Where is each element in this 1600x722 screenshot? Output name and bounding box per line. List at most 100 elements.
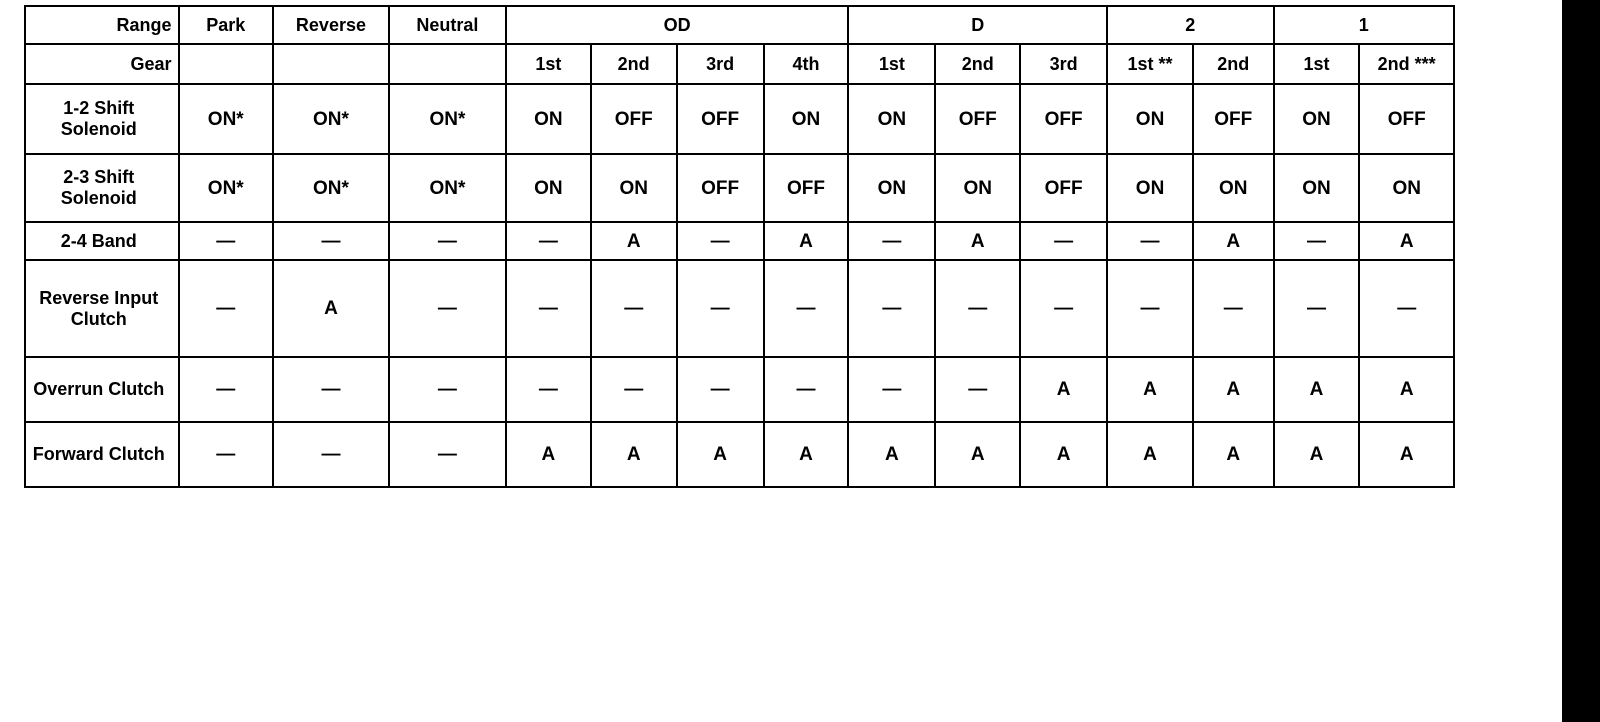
table-cell: — (177, 259, 274, 358)
table-cell: A (504, 421, 592, 488)
table-cell: A (762, 221, 850, 261)
table-cell: A (1272, 421, 1361, 488)
table-cell: A (589, 221, 678, 261)
table-cell: A (1191, 421, 1275, 488)
table-cell: — (589, 259, 678, 358)
table-cell: — (387, 259, 507, 358)
gear-header: 2nd (589, 43, 678, 85)
table-cell: OFF (589, 83, 678, 155)
row-label: Overrun Clutch (24, 356, 180, 423)
table-row: 2-3 Shift Solenoid ON* ON* ON* ON ON OFF OFF ON O… (24, 153, 1455, 223)
gear-header: 2nd *** (1358, 43, 1455, 85)
gear-header: 1st (847, 43, 937, 85)
table-cell: ON (847, 153, 937, 223)
table-cell: ON* (387, 153, 507, 223)
table-cell: ON (1106, 153, 1194, 223)
table-cell: ON (1106, 83, 1194, 155)
table-cell: ON (1358, 153, 1455, 223)
table-cell: — (271, 421, 390, 488)
table-cell: A (1106, 356, 1194, 423)
table-cell: OFF (1191, 83, 1275, 155)
table-cell: ON* (271, 153, 390, 223)
gear-label: Gear (24, 43, 180, 85)
table-cell: OFF (1019, 153, 1109, 223)
table-cell: — (387, 356, 507, 423)
table-cell: ON (504, 83, 592, 155)
table-cell: A (1106, 421, 1194, 488)
table-cell: — (387, 421, 507, 488)
row-label: 1-2 Shift Solenoid (24, 83, 180, 155)
table-cell: — (1191, 259, 1275, 358)
gear-header: 1st (504, 43, 592, 85)
table-cell: — (589, 356, 678, 423)
table-cell: ON (589, 153, 678, 223)
table-row: Forward Clutch — — — A A A A A A A A A A A (24, 421, 1455, 488)
table-cell: — (1358, 259, 1455, 358)
table-cell: — (177, 421, 274, 488)
table-cell: — (504, 221, 592, 261)
table-cell: OFF (762, 153, 850, 223)
table-cell: — (847, 259, 937, 358)
table-cell: ON* (177, 153, 274, 223)
range-header-row: Range Park Reverse Neutral OD D 2 1 (24, 5, 1456, 45)
table-cell: — (271, 221, 390, 261)
table-cell: ON* (271, 83, 390, 155)
table-cell: — (847, 356, 937, 423)
table-cell: ON* (387, 83, 507, 155)
row-label: 2-3 Shift Solenoid (24, 153, 180, 223)
table-cell: A (1019, 356, 1109, 423)
table-cell: A (675, 421, 765, 488)
table-cell: A (1358, 421, 1455, 488)
table-cell: A (847, 421, 937, 488)
table-cell: ON (504, 153, 592, 223)
gear-header: 3rd (1019, 43, 1109, 85)
gear-header-row: Gear 1st 2nd 3rd 4th 1st 2nd 3rd 1st ** 2nd 1st 2n… (24, 43, 1455, 85)
row-label: Reverse Input Clutch (24, 259, 180, 358)
range-header: 2 (1106, 5, 1275, 45)
gear-header: 2nd (934, 43, 1022, 85)
table-row: Overrun Clutch — — — — — — — — — A A A A A (24, 356, 1455, 423)
table-cell: ON (934, 153, 1022, 223)
table-cell: — (675, 356, 765, 423)
table-cell: — (847, 221, 937, 261)
shift-solenoid-table: Range Park Reverse Neutral OD D 2 1 Gear 1st 2n… (24, 5, 1456, 488)
gear-header (271, 43, 390, 85)
range-header: D (847, 5, 1109, 45)
table-cell: — (1272, 221, 1361, 261)
table-cell: ON (847, 83, 937, 155)
table-cell: A (271, 259, 390, 358)
table-cell: ON (1191, 153, 1275, 223)
gear-header: 4th (762, 43, 850, 85)
range-header: Park (177, 5, 274, 45)
row-label: 2-4 Band (24, 221, 180, 261)
scan-edge-bar (1562, 0, 1600, 722)
table-cell: A (934, 421, 1022, 488)
table-cell: — (1019, 259, 1109, 358)
table-cell: A (589, 421, 678, 488)
table-cell: — (675, 259, 765, 358)
table-cell: A (1019, 421, 1109, 488)
table-cell: A (1358, 356, 1455, 423)
range-header: Neutral (387, 5, 507, 45)
table-cell: — (1272, 259, 1361, 358)
table-cell: — (934, 259, 1022, 358)
table-cell: — (504, 259, 592, 358)
table-cell: A (1272, 356, 1361, 423)
table-cell: — (177, 356, 274, 423)
table-cell: A (762, 421, 850, 488)
table-cell: ON (762, 83, 850, 155)
range-label: Range (24, 5, 180, 45)
gear-header: 1st ** (1106, 43, 1194, 85)
table-cell: — (934, 356, 1022, 423)
table-cell: ON* (177, 83, 274, 155)
table-cell: A (1191, 356, 1275, 423)
gear-header: 2nd (1191, 43, 1275, 85)
gear-header (387, 43, 507, 85)
table-cell: ON (1272, 153, 1361, 223)
table-cell: — (1106, 259, 1194, 358)
table-cell: — (762, 356, 850, 423)
row-label: Forward Clutch (24, 421, 180, 488)
range-header: Reverse (271, 5, 390, 45)
table-cell: — (387, 221, 507, 261)
gear-header: 1st (1272, 43, 1361, 85)
